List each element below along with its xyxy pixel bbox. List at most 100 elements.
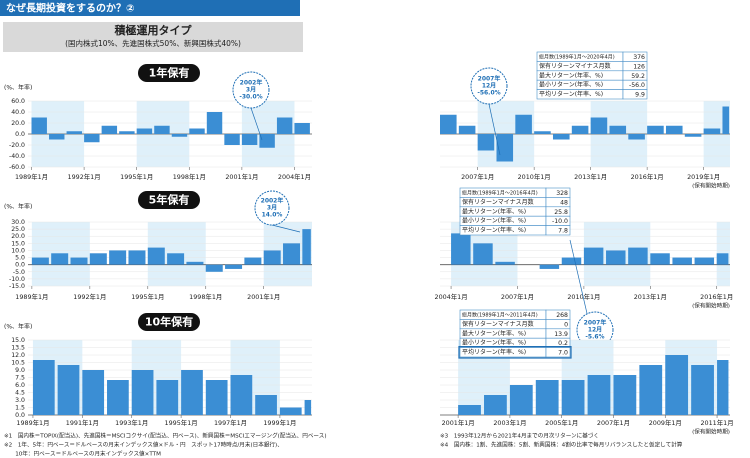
callout	[470, 67, 508, 105]
bar	[31, 257, 49, 265]
callout-text: 3月	[267, 204, 277, 212]
footnote: ※4 国内株：1割、先進国株：5割、新興国株：4割の比率で毎月リバランスしたと仮…	[440, 441, 683, 449]
bar	[82, 370, 105, 415]
callout	[232, 71, 270, 109]
bar	[613, 375, 637, 415]
y-tick-label: 30.0	[11, 219, 25, 226]
x-tick-label: 1993年1月	[115, 418, 148, 427]
bar	[205, 264, 223, 272]
callout-text: 14.0%	[262, 212, 283, 219]
table-label: 保有リターンマイナス月数	[462, 320, 534, 328]
bar	[561, 257, 582, 265]
table-label: 最大リターン(年率、%)	[462, 329, 526, 337]
bar	[587, 375, 611, 415]
callout-text: 2002年	[240, 79, 263, 87]
footnote: 10年：円ベース＝ドルベースの月末インデックス値×TTM	[4, 450, 161, 458]
table-value: 0	[564, 321, 568, 328]
bar	[694, 257, 715, 265]
bar	[225, 264, 243, 269]
x-tick-label: 1995年1月	[165, 418, 198, 427]
bar	[495, 261, 515, 265]
bar	[539, 264, 560, 269]
x-tick-label: 1998年1月	[173, 172, 206, 181]
y-tick-label: -10.0	[9, 276, 25, 283]
bar	[167, 253, 185, 265]
bar	[224, 134, 240, 145]
x-tick-label: 2001年1月	[225, 172, 258, 181]
bar	[691, 365, 714, 415]
bar	[515, 114, 532, 134]
table-value: 48	[560, 199, 568, 206]
bar	[302, 229, 311, 265]
callout-text: 12月	[482, 82, 496, 90]
bar	[672, 257, 692, 265]
table-label: 総月数(1989年1月～2020年4月)	[539, 54, 615, 61]
x-tick-label: 2007年1月	[461, 172, 494, 181]
callout-text: 2002年	[261, 197, 284, 205]
y-tick-label: 0.0	[15, 131, 25, 138]
bar	[647, 125, 664, 134]
table-label: 総月数(1989年1月～2016年4月)	[462, 190, 538, 197]
bar	[276, 117, 293, 134]
y-tick-label: 15.0	[11, 240, 25, 247]
x-note: (保有開始時期)	[692, 428, 730, 436]
bar	[534, 131, 551, 134]
subtitle: (国内株式10%、先進国株式50%、新興国株式40%)	[65, 38, 241, 48]
x-tick-label: 2001年1月	[247, 292, 280, 301]
table-value: 328	[556, 190, 568, 197]
table-label: 平均リターン(年率、%)	[462, 226, 526, 234]
x-tick-label: 1995年1月	[120, 172, 153, 181]
bar	[304, 400, 312, 415]
footnote: ※1 国内株＝TOPIX(配当込)、先進国株＝MSCIコクサイ(配当込、円ベース…	[4, 432, 327, 440]
bar	[703, 128, 721, 134]
banner: なぜ長期投資をするのか？②	[6, 2, 134, 15]
bar	[205, 380, 228, 415]
bar	[89, 253, 107, 265]
table-label: 最大リターン(年率、%)	[539, 71, 603, 79]
y-axis-label: (%、年率)	[4, 84, 32, 92]
bar	[154, 125, 170, 134]
bar	[458, 405, 481, 415]
y-tick-label: -40.0	[9, 153, 25, 160]
bar	[189, 128, 205, 134]
x-tick-label: 2004年1月	[278, 172, 311, 181]
footnote: ※3 1993年12月から2021年4月までの月次リターンに基づく	[440, 432, 599, 440]
x-tick-label: 1989年1月	[15, 292, 48, 301]
bar	[552, 134, 570, 140]
y-tick-label: 5.0	[15, 255, 25, 262]
callout-text: 2007年	[584, 319, 607, 327]
x-tick-label: 1991年1月	[66, 418, 99, 427]
bar	[665, 125, 683, 134]
bar	[255, 395, 277, 415]
x-note: (保有開始時期)	[692, 302, 730, 310]
bar	[571, 125, 589, 134]
panel-label: 1年保有	[149, 66, 190, 80]
x-tick-label: 2019年1月	[687, 172, 720, 181]
bar	[101, 125, 118, 134]
table-value: 126	[633, 63, 645, 70]
bar	[716, 253, 729, 265]
table-value: 7.8	[558, 228, 568, 235]
x-tick-label: 1992年1月	[68, 172, 101, 181]
y-tick-label: 4.5	[15, 390, 25, 397]
callout-text: 12月	[588, 326, 602, 334]
y-axis-label: (%、年率)	[4, 323, 32, 331]
y-tick-label: 20.0	[11, 233, 25, 240]
y-tick-label: -15.0	[9, 283, 25, 290]
bar	[279, 407, 302, 415]
table-value: 7.0	[558, 350, 568, 357]
bar	[458, 125, 476, 134]
bar	[136, 128, 153, 134]
x-tick-label: 1989年1月	[15, 172, 48, 181]
bar	[70, 257, 88, 265]
table-label: 最小リターン(年率、%)	[462, 217, 526, 225]
highlight	[458, 346, 572, 359]
title-box	[3, 22, 303, 52]
x-tick-label: 2007年1月	[597, 418, 630, 427]
y-tick-label: -20.0	[9, 142, 25, 149]
table-label: 最大リターン(年率、%)	[462, 207, 526, 215]
y-tick-label: 7.5	[15, 375, 25, 382]
x-tick-label: 2007年1月	[501, 292, 534, 301]
x-tick-label: 2001年1月	[442, 418, 475, 427]
callout-text: -56.0%	[477, 90, 500, 97]
